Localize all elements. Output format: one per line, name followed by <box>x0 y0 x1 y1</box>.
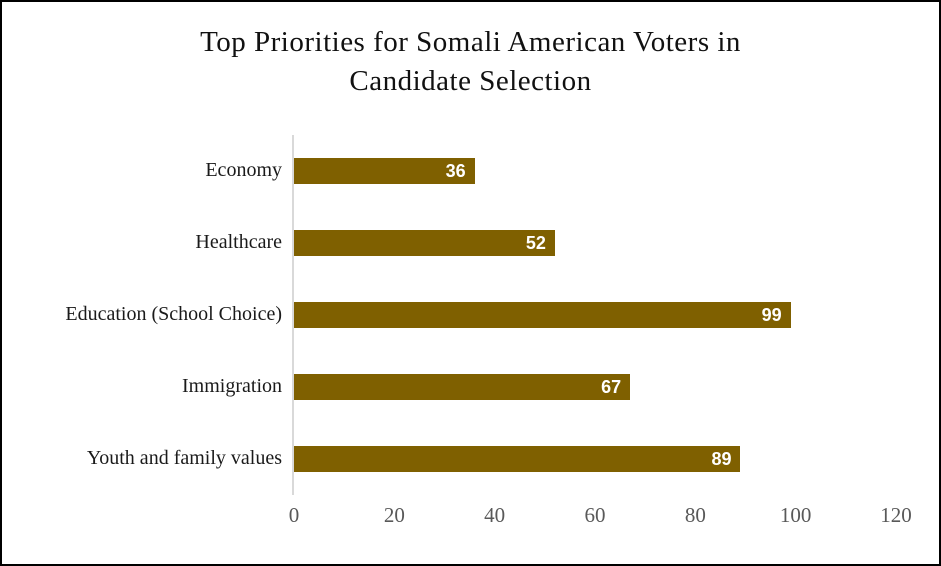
x-axis-tick-label: 60 <box>584 502 606 527</box>
bar-value-label: 67 <box>601 376 622 397</box>
category-label: Education (School Choice) <box>65 303 282 326</box>
bar-value-label: 89 <box>711 448 732 469</box>
bar-value-label: 99 <box>761 304 782 325</box>
category-label: Youth and family values <box>86 447 282 470</box>
category-label: Economy <box>205 159 282 182</box>
x-axis-tick-label: 40 <box>484 502 506 527</box>
category-label: Immigration <box>182 375 282 398</box>
bar-row: Immigration 67 <box>2 350 939 423</box>
bar-row: Economy 36 <box>2 134 939 207</box>
bar-track: 52 <box>292 206 896 279</box>
bar: 99 <box>294 301 791 328</box>
chart-title: Top Priorities for Somali American Voter… <box>2 23 939 101</box>
bar-row: Education (School Choice) 99 <box>2 278 939 351</box>
bar-rows: Economy 36 Healthcare 52 Education (School C… <box>2 134 939 495</box>
chart-title-line-1: Top Priorities for Somali American Voter… <box>200 26 741 58</box>
x-axis-tick-label: 20 <box>383 502 405 527</box>
x-axis-tick-label: 80 <box>684 502 706 527</box>
bar-track: 99 <box>292 278 896 351</box>
x-axis-tick-label: 120 <box>880 502 912 527</box>
bar: 36 <box>294 157 475 184</box>
bar-value-label: 52 <box>525 232 546 253</box>
chart-title-line-2: Candidate Selection <box>349 64 592 97</box>
bar: 67 <box>294 373 631 400</box>
bar: 89 <box>294 445 741 472</box>
category-label: Healthcare <box>195 231 282 254</box>
x-axis: 0 20 40 60 80 100 120 <box>289 502 912 533</box>
bar-track: 67 <box>292 350 896 423</box>
bar-track: 89 <box>292 422 896 495</box>
bar: 52 <box>294 229 555 256</box>
bar-track: 36 <box>292 134 896 207</box>
bar-row: Healthcare 52 <box>2 206 939 279</box>
x-axis-tick-label: 0 <box>288 502 300 527</box>
bar-row: Youth and family values 89 <box>2 422 939 495</box>
x-axis-tick-label: 100 <box>779 502 812 527</box>
bar-value-label: 36 <box>445 160 466 181</box>
